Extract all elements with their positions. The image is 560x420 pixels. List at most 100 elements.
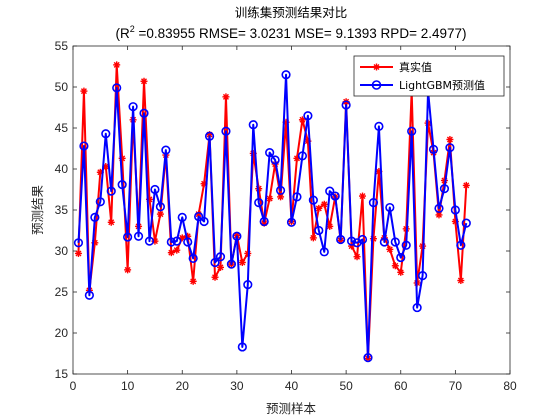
data-point-predicted [396, 252, 406, 263]
data-point-predicted [139, 108, 149, 118]
data-point-predicted [286, 217, 297, 227]
x-tick-label: 80 [503, 379, 517, 393]
x-tick-label: 50 [339, 379, 353, 393]
data-point-predicted [183, 237, 193, 247]
y-tick-label: 15 [55, 367, 69, 381]
data-point-predicted [259, 216, 269, 227]
plot-area [73, 61, 471, 363]
data-point-predicted [363, 353, 373, 363]
data-point-predicted [390, 237, 400, 247]
x-tick-label: 70 [449, 379, 463, 393]
data-point-predicted [412, 302, 422, 313]
legend: 真实值 LightGBM预测值 [353, 55, 505, 97]
data-point-predicted [133, 231, 144, 241]
data-point-actual [74, 249, 82, 257]
legend-box [353, 55, 505, 97]
y-tick-label: 25 [55, 285, 69, 299]
data-point-actual [462, 181, 470, 189]
data-point-predicted [292, 192, 302, 202]
data-point-predicted [161, 145, 171, 155]
data-point-predicted [303, 111, 313, 121]
chart-title: 训练集预测结果对比 [235, 5, 348, 20]
data-point-actual [211, 273, 219, 281]
data-point-actual [80, 87, 88, 95]
data-point-predicted [418, 271, 428, 281]
data-point-actual [369, 235, 377, 243]
data-point-predicted [73, 238, 84, 248]
data-point-predicted [177, 212, 187, 222]
data-point-predicted [215, 252, 226, 262]
data-point-actual [457, 277, 465, 285]
data-point-actual [359, 192, 367, 200]
data-point-predicted [275, 185, 286, 195]
data-point-actual [173, 246, 181, 254]
data-point-predicted [106, 186, 116, 196]
data-point-actual [216, 263, 224, 271]
data-point-actual [189, 277, 197, 285]
data-point-predicted [357, 234, 368, 245]
data-point-predicted [210, 257, 220, 268]
x-tick-label: 60 [394, 379, 408, 393]
series-line-actual [77, 63, 468, 360]
data-point-actual [320, 200, 328, 208]
data-point-actual [391, 262, 399, 270]
data-point-predicted [199, 216, 209, 227]
data-point-predicted [84, 290, 94, 300]
data-point-actual [309, 234, 317, 242]
data-point-predicted [254, 198, 264, 208]
data-point-predicted [265, 148, 275, 158]
series-predicted [73, 70, 471, 363]
data-point-predicted [101, 129, 111, 139]
data-point-predicted [117, 179, 127, 190]
data-point-predicted [281, 70, 291, 80]
legend-marker-predicted [371, 80, 382, 90]
data-point-predicted [434, 203, 444, 213]
data-point-predicted [128, 102, 138, 112]
data-point-predicted [237, 342, 247, 352]
legend-label-actual: 真实值 [399, 60, 432, 74]
data-point-predicted [407, 126, 417, 136]
data-point-actual [266, 195, 274, 203]
data-point-predicted [204, 131, 215, 141]
data-point-predicted [270, 155, 280, 165]
data-point-predicted [374, 121, 384, 131]
data-point-predicted [450, 205, 460, 215]
data-point-actual [386, 245, 394, 253]
y-axis-ticks: 15 20 25 30 35 40 45 50 55 [55, 39, 510, 381]
data-point-predicted [248, 120, 258, 130]
data-point-predicted [428, 144, 439, 154]
data-point-actual [167, 249, 175, 257]
chart-subtitle: (R2 =0.83955 RMSE= 3.0231 MSE= 9.1393 RP… [116, 24, 467, 41]
data-point-predicted [341, 100, 351, 110]
data-point-predicted [330, 191, 340, 201]
x-tick-label: 20 [176, 379, 190, 393]
y-tick-label: 40 [55, 162, 69, 176]
data-point-actual [107, 218, 115, 226]
data-point-predicted [226, 259, 237, 269]
data-point-predicted [112, 83, 122, 93]
data-point-predicted [79, 141, 89, 151]
data-point-predicted [172, 236, 182, 246]
data-point-predicted [95, 197, 105, 207]
data-point-actual [238, 258, 246, 266]
data-point-actual [140, 77, 148, 85]
y-tick-label: 50 [55, 80, 69, 94]
data-point-predicted [456, 240, 466, 250]
data-point-actual [397, 268, 405, 276]
legend-label-predicted: LightGBM预测值 [399, 79, 485, 92]
x-tick-label: 10 [121, 379, 135, 393]
data-point-actual [124, 266, 132, 274]
data-point-predicted [232, 231, 242, 241]
subtitle-metrics: =0.83955 RMSE= 3.0231 MSE= 9.1393 RPD= 2… [135, 26, 467, 41]
data-point-predicted [297, 151, 308, 161]
data-point-predicted [123, 232, 133, 242]
subtitle-prefix: (R [116, 26, 130, 41]
data-point-predicted [461, 218, 471, 228]
x-axis-title: 预测样本 [266, 401, 317, 416]
data-point-predicted [90, 212, 100, 222]
data-point-predicted [155, 202, 165, 212]
data-point-predicted [166, 237, 176, 247]
data-point-predicted [401, 240, 411, 250]
data-point-predicted [346, 236, 357, 246]
